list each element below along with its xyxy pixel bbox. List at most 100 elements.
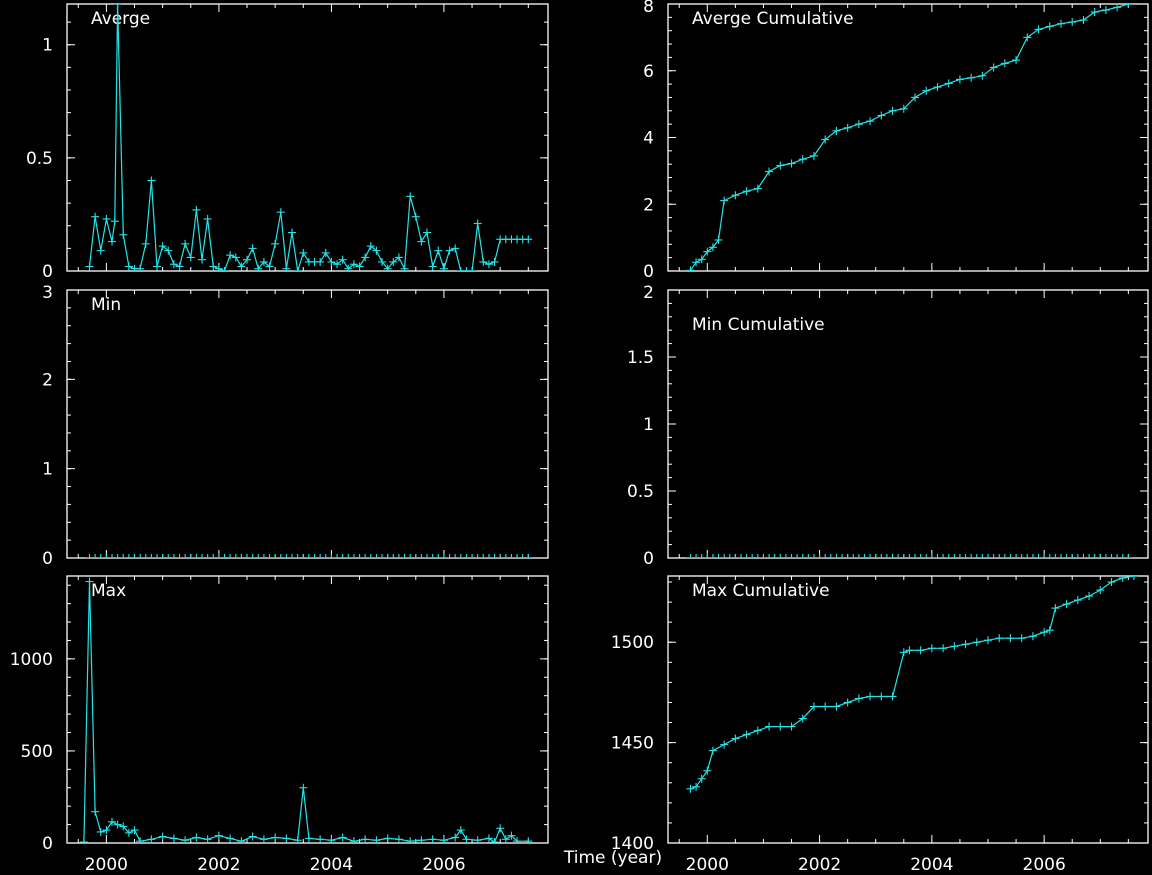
data-point bbox=[316, 257, 325, 266]
data-point bbox=[765, 722, 774, 731]
data-point bbox=[686, 784, 695, 793]
data-point bbox=[1101, 554, 1110, 558]
y-tick-label: 3 bbox=[42, 283, 53, 303]
data-point bbox=[911, 93, 920, 102]
data-point bbox=[742, 730, 751, 739]
data-point bbox=[248, 832, 257, 841]
data-point bbox=[271, 833, 280, 842]
data-point bbox=[1062, 600, 1071, 609]
data-point bbox=[708, 746, 717, 755]
data-point bbox=[507, 554, 516, 558]
data-point bbox=[524, 554, 533, 558]
data-point bbox=[400, 554, 409, 558]
data-point bbox=[1017, 554, 1026, 558]
data-point bbox=[400, 264, 409, 271]
data-point bbox=[1079, 554, 1088, 558]
data-point bbox=[91, 807, 100, 816]
data-point bbox=[113, 554, 122, 558]
data-point bbox=[815, 554, 824, 558]
data-point bbox=[513, 837, 522, 843]
data-point bbox=[821, 135, 830, 144]
data-point bbox=[226, 251, 235, 260]
y-tick-label: 2 bbox=[643, 283, 654, 303]
data-point bbox=[989, 63, 998, 72]
series-group bbox=[686, 4, 1133, 271]
data-point bbox=[720, 196, 729, 205]
data-point bbox=[781, 554, 790, 558]
data-point bbox=[798, 155, 807, 164]
data-point bbox=[265, 554, 274, 558]
data-point bbox=[804, 554, 813, 558]
data-point bbox=[96, 246, 105, 255]
y-tick-label: 0 bbox=[643, 262, 654, 282]
x-tick-label: 2002 bbox=[197, 855, 240, 871]
data-point bbox=[276, 208, 285, 217]
panel-0: 0 0.5 1 Averge bbox=[26, 3, 549, 282]
data-point bbox=[866, 554, 875, 558]
data-point bbox=[271, 239, 280, 248]
data-point bbox=[995, 554, 1004, 558]
panel-2: 0 1 2 3 Min bbox=[42, 283, 549, 569]
data-point bbox=[428, 835, 437, 843]
data-point bbox=[697, 774, 706, 783]
data-point bbox=[361, 253, 370, 262]
data-point bbox=[96, 554, 105, 558]
data-point bbox=[349, 260, 358, 269]
data-point bbox=[742, 187, 751, 196]
data-point bbox=[231, 554, 240, 558]
data-point bbox=[456, 267, 465, 271]
data-point bbox=[372, 246, 381, 255]
data-point bbox=[288, 554, 297, 558]
data-point bbox=[770, 554, 779, 558]
y-tick-label: 0 bbox=[42, 834, 53, 854]
data-point bbox=[944, 79, 953, 88]
data-point bbox=[108, 554, 117, 558]
data-point bbox=[1124, 554, 1133, 558]
data-point bbox=[417, 237, 426, 246]
series-group bbox=[85, 4, 533, 271]
data-point bbox=[209, 554, 218, 558]
data-point bbox=[972, 638, 981, 647]
data-point bbox=[787, 554, 796, 558]
data-point bbox=[955, 75, 964, 84]
panel-5: 2000 2002 2004 2006 1400 1450 1500 Max Cumulati… bbox=[611, 575, 1149, 875]
data-point bbox=[765, 554, 774, 558]
data-point bbox=[259, 554, 268, 558]
data-point bbox=[299, 554, 308, 558]
data-point bbox=[832, 554, 841, 558]
data-point bbox=[411, 554, 420, 558]
data-point bbox=[501, 554, 510, 558]
data-point bbox=[175, 262, 184, 271]
data-point bbox=[939, 644, 948, 653]
y-tick-label: 0.5 bbox=[627, 482, 654, 502]
data-point bbox=[428, 262, 437, 271]
data-point bbox=[692, 258, 701, 267]
data-point bbox=[860, 554, 869, 558]
data-point bbox=[248, 554, 257, 558]
data-point bbox=[164, 554, 173, 558]
data-point bbox=[1006, 634, 1015, 643]
data-point bbox=[220, 267, 229, 271]
data-point bbox=[428, 554, 437, 558]
data-point bbox=[203, 835, 212, 843]
data-point bbox=[692, 554, 701, 558]
data-point bbox=[91, 212, 100, 221]
data-point bbox=[383, 554, 392, 558]
data-point bbox=[181, 836, 190, 843]
data-point bbox=[697, 554, 706, 558]
data-point bbox=[293, 554, 302, 558]
data-point bbox=[259, 257, 268, 266]
data-point bbox=[473, 554, 482, 558]
data-point bbox=[462, 554, 471, 558]
data-point bbox=[130, 826, 139, 835]
series-group bbox=[686, 554, 1133, 558]
x-tick-label: 2006 bbox=[1023, 855, 1066, 871]
data-point bbox=[995, 634, 1004, 643]
data-point bbox=[1079, 16, 1088, 25]
data-point bbox=[1118, 554, 1127, 558]
data-point bbox=[877, 554, 886, 558]
data-point bbox=[102, 214, 111, 223]
data-point bbox=[344, 554, 353, 558]
series-line bbox=[88, 4, 529, 271]
data-point bbox=[451, 833, 460, 842]
